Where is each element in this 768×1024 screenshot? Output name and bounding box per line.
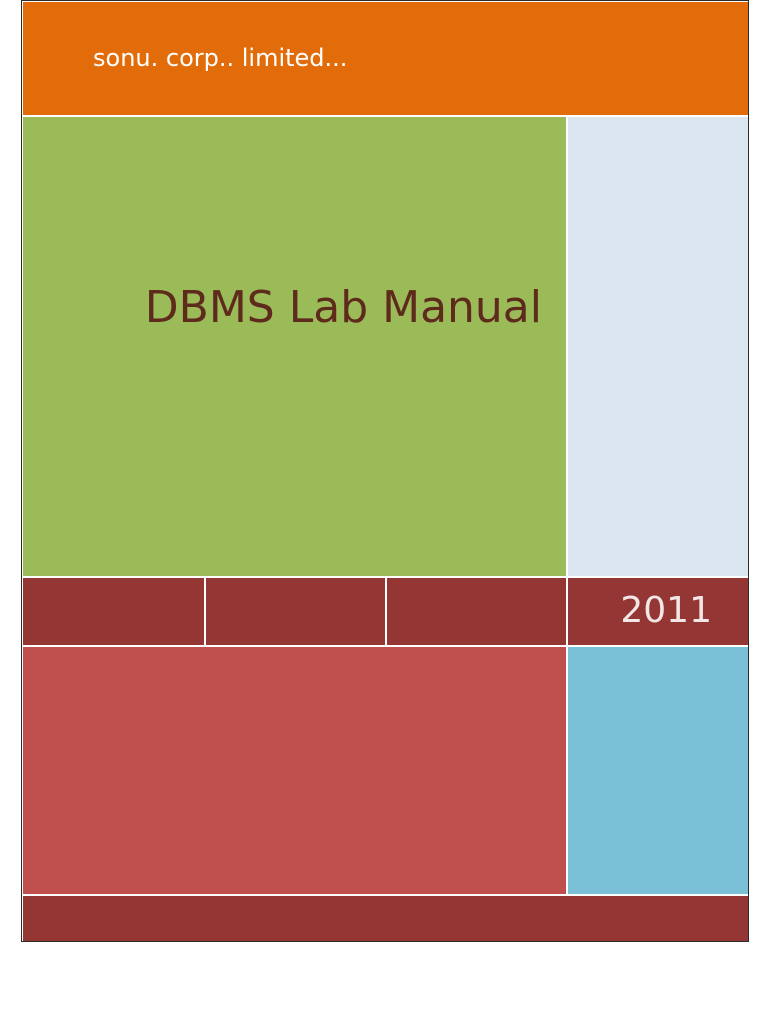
document-year: 2011 [620,590,712,631]
year-cell: 2011 [568,578,748,645]
accent-panel [568,647,748,894]
header-band: sonu. corp.. limited... [23,2,748,115]
title-panel: DBMS Lab Manual [23,117,566,576]
band-cell-3 [387,578,566,645]
footer-band [23,896,748,941]
side-panel [568,117,748,576]
band-cell-1 [23,578,204,645]
company-name: sonu. corp.. limited... [93,44,348,72]
document-title: DBMS Lab Manual [144,282,542,333]
lower-panel [23,647,566,894]
cover-page: sonu. corp.. limited... DBMS Lab Manual … [21,0,749,942]
band-cell-2 [206,578,385,645]
